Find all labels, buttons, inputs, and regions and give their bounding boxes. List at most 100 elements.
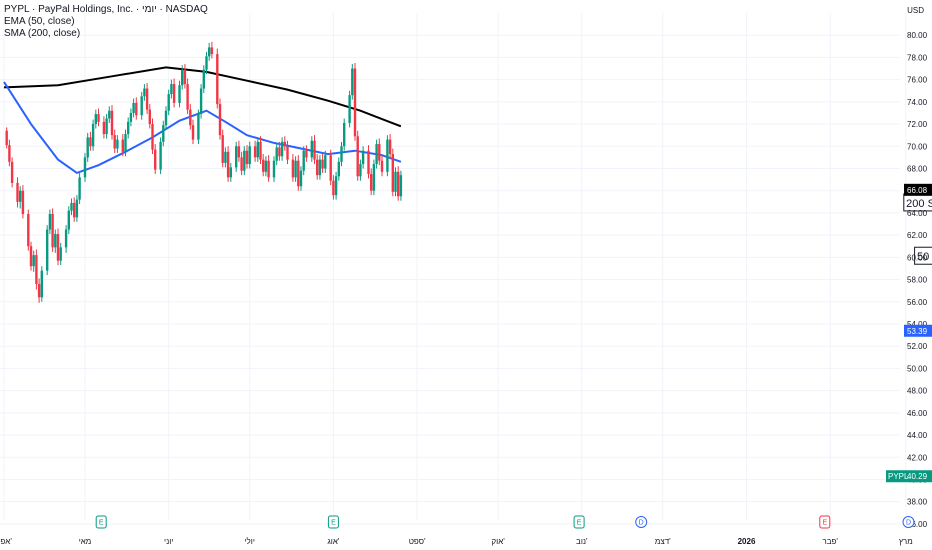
price-tick-label: 54.00 — [907, 320, 928, 329]
currency-label[interactable]: USD — [907, 6, 924, 15]
time-tick-label: נוב' — [576, 537, 588, 546]
candle — [243, 146, 246, 176]
candle-body — [310, 140, 313, 158]
candle — [35, 249, 38, 290]
candle-body — [334, 176, 338, 196]
price-tick-label: 62.00 — [907, 231, 928, 240]
candle — [240, 151, 243, 176]
candle — [170, 79, 173, 99]
candle-body — [340, 146, 343, 162]
candle-body — [70, 202, 73, 211]
candle-body — [253, 146, 257, 158]
candle — [135, 97, 138, 120]
candle-body — [46, 229, 49, 271]
price-tick-label: 80.00 — [907, 31, 928, 40]
candle — [159, 137, 162, 175]
candle — [272, 156, 276, 182]
annotation-label: 200 SMA — [906, 198, 932, 210]
candle-body — [221, 135, 224, 163]
candle — [253, 140, 257, 162]
symbol-label: PYPL — [888, 472, 909, 481]
candle-body — [388, 139, 392, 155]
candle-body — [97, 114, 100, 122]
legend-ema[interactable]: EMA (50, close) — [4, 16, 75, 27]
candle-body — [256, 141, 259, 158]
candle — [235, 141, 238, 172]
candle-body — [199, 88, 203, 115]
ema50-line — [3, 81, 402, 175]
candle-body — [348, 95, 351, 123]
price-tick-label: 42.00 — [907, 453, 928, 462]
candle-body — [302, 150, 305, 171]
candle — [97, 108, 100, 127]
price-tick-label: 72.00 — [907, 120, 928, 129]
candle — [343, 118, 346, 151]
price-tick-label: 70.00 — [907, 142, 928, 151]
candle-body — [275, 147, 278, 161]
candle-body — [359, 164, 362, 177]
candle-body — [216, 54, 219, 105]
candle — [294, 156, 297, 182]
candle — [340, 141, 343, 167]
candle-body — [19, 190, 22, 202]
candle-body — [27, 214, 30, 247]
candle — [278, 141, 281, 161]
candle-body — [32, 255, 35, 267]
candle-body — [205, 56, 208, 70]
candle-body — [391, 154, 394, 192]
candle-body — [248, 146, 251, 165]
candle-body — [229, 167, 232, 178]
candle — [305, 145, 308, 162]
candle — [324, 150, 327, 173]
price-tick-label: 78.00 — [907, 53, 928, 62]
chart-legend[interactable]: PYPL · PayPal Holdings, Inc. · יומי · NA… — [4, 4, 208, 40]
price-axis[interactable]: 36.0038.0040.0042.0044.0046.0048.0050.00… — [907, 31, 928, 529]
candle-body — [91, 124, 95, 147]
price-tick-label: 74.00 — [907, 98, 928, 107]
candle — [8, 139, 11, 167]
candle — [372, 159, 376, 196]
candle-body — [164, 110, 168, 126]
candle-body — [35, 255, 38, 284]
candle — [5, 127, 8, 149]
candle-body — [197, 114, 200, 140]
ema50-series — [3, 81, 402, 175]
candle-body — [299, 170, 303, 187]
marker-letter: E — [822, 520, 827, 527]
candle — [267, 155, 270, 182]
symbol-tag — [886, 470, 904, 483]
candle-body — [94, 114, 97, 125]
marker-shape — [819, 515, 831, 529]
candle — [145, 82, 149, 115]
price-tick-label: 76.00 — [907, 76, 928, 85]
last-value-label: 66.08 — [907, 186, 928, 195]
time-tick-label: אוג' — [327, 537, 339, 546]
candle-body — [183, 69, 187, 85]
candle — [70, 198, 73, 216]
candle — [351, 64, 354, 100]
time-tick-label: 2026 — [738, 537, 756, 546]
candle-body — [135, 102, 138, 116]
candle-body — [73, 202, 76, 218]
candle — [361, 146, 365, 169]
candle-body — [159, 141, 162, 170]
last-value-label: 40.29 — [907, 472, 928, 481]
candle — [37, 278, 41, 303]
candle-body — [59, 247, 62, 261]
candle — [181, 65, 184, 90]
candle — [356, 130, 359, 181]
price-tick-label: 58.00 — [907, 276, 928, 285]
candle — [16, 177, 19, 208]
candle-body — [5, 130, 8, 146]
price-tick-label: 56.00 — [907, 298, 928, 307]
legend-title[interactable]: PYPL · PayPal Holdings, Inc. · יומי · NA… — [4, 4, 208, 15]
price-tick-label: 52.00 — [907, 342, 928, 351]
candle-body — [372, 164, 376, 191]
candle — [113, 129, 116, 153]
candle-body — [110, 110, 114, 136]
legend-sma[interactable]: SMA (200, close) — [4, 28, 81, 39]
time-axis[interactable]: אפר' מאי יוני יולי אוג' ספט' אוק' נוב' דצמ' 2026 פ… — [0, 537, 913, 546]
candle — [48, 209, 52, 235]
candle-body — [145, 88, 149, 110]
